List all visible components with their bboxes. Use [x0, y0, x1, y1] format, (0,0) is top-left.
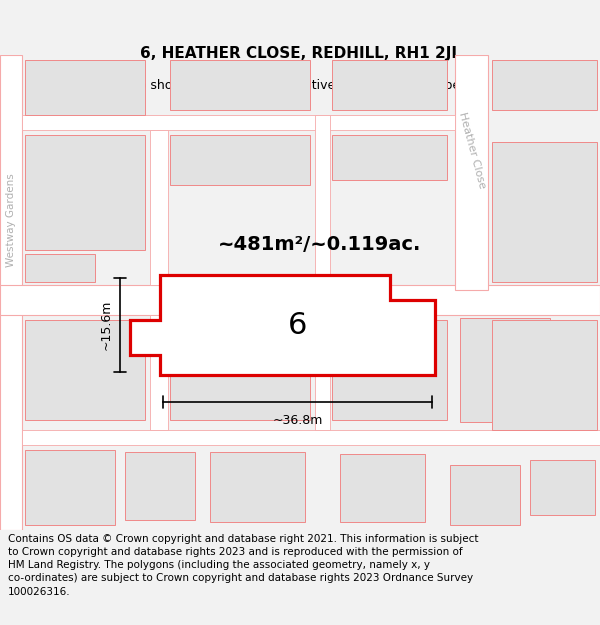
Polygon shape — [150, 315, 168, 430]
Bar — [25, 135, 145, 250]
Polygon shape — [0, 285, 600, 315]
Polygon shape — [0, 55, 22, 530]
Polygon shape — [315, 115, 330, 285]
Polygon shape — [130, 275, 435, 375]
Bar — [25, 320, 145, 420]
Bar — [25, 450, 115, 525]
Polygon shape — [150, 130, 168, 285]
Text: Contains OS data © Crown copyright and database right 2021. This information is : Contains OS data © Crown copyright and d… — [8, 534, 478, 597]
Bar — [25, 60, 145, 115]
Text: ~481m²/~0.119ac.: ~481m²/~0.119ac. — [218, 236, 422, 254]
Bar — [332, 60, 447, 110]
Bar — [25, 254, 95, 282]
Bar — [170, 60, 310, 110]
Text: 6, HEATHER CLOSE, REDHILL, RH1 2JL: 6, HEATHER CLOSE, REDHILL, RH1 2JL — [139, 46, 461, 61]
Bar — [332, 320, 447, 420]
Text: ~15.6m: ~15.6m — [100, 300, 113, 350]
Bar — [340, 454, 425, 522]
Bar — [210, 452, 305, 522]
Bar — [170, 320, 310, 420]
Text: Westway Gardens: Westway Gardens — [6, 173, 16, 267]
Text: ~36.8m: ~36.8m — [272, 414, 323, 426]
Bar — [460, 318, 550, 422]
Bar — [530, 460, 595, 515]
Text: 6: 6 — [288, 311, 307, 339]
Bar — [125, 452, 195, 520]
Bar — [450, 465, 520, 525]
Text: Map shows position and indicative extent of the property.: Map shows position and indicative extent… — [120, 79, 480, 92]
Bar — [492, 60, 597, 110]
Bar — [170, 135, 310, 185]
Bar — [332, 135, 447, 180]
Polygon shape — [315, 315, 330, 430]
Text: Heather Close: Heather Close — [457, 111, 487, 189]
Polygon shape — [22, 430, 600, 445]
Bar — [492, 320, 597, 430]
Polygon shape — [22, 115, 455, 130]
Polygon shape — [455, 55, 488, 290]
Bar — [492, 142, 597, 282]
